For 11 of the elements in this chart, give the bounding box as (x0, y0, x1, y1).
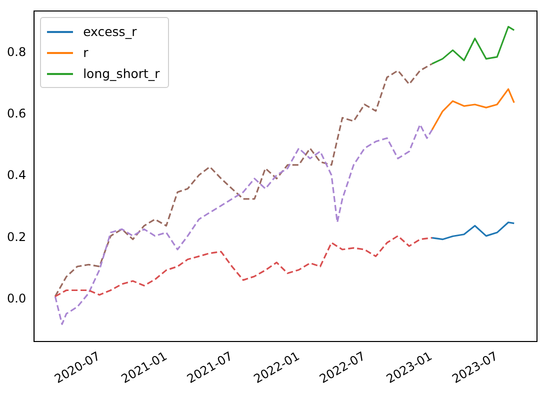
y-tick-label: 0.2 (6, 230, 26, 244)
legend-label: r (83, 45, 88, 60)
y-tick-label: 0.6 (6, 106, 26, 120)
legend-label: long_short_r (83, 66, 160, 81)
legend-label: excess_r (83, 24, 137, 39)
line-series (54, 62, 433, 298)
line-series (54, 235, 433, 298)
y-tick-label: 0.4 (6, 168, 26, 182)
y-tick-label: 0.0 (6, 292, 26, 306)
y-tick-label: 0.8 (6, 44, 26, 59)
line-series (54, 124, 433, 325)
